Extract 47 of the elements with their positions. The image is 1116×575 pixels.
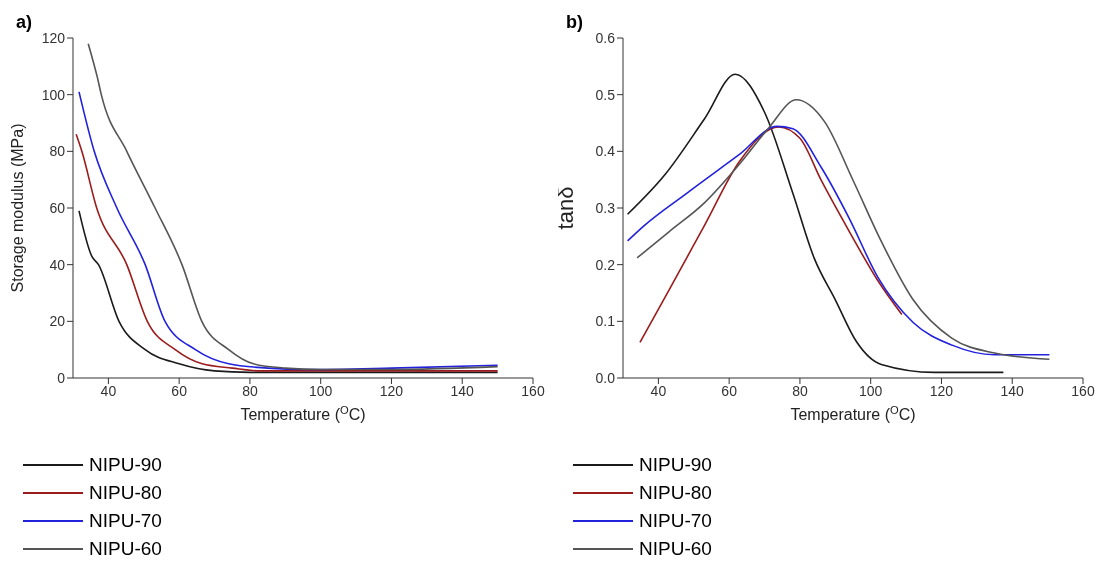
y-tick-label: 0.5	[595, 86, 616, 103]
line-series	[87, 42, 499, 371]
x-tick-label: 120	[379, 382, 404, 399]
y-tick-label: 0.3	[595, 199, 616, 216]
legend-label: NIPU-60	[639, 537, 712, 561]
y-tick-label: 100	[41, 86, 66, 103]
line-series	[75, 133, 499, 372]
chart-title: b)	[566, 12, 583, 33]
y-tick-label: 120	[41, 29, 66, 46]
y-tick-label: 0.2	[595, 256, 616, 273]
x-tick-label: 80	[242, 382, 258, 399]
x-tick-label: 40	[100, 382, 117, 399]
y-tick-label: 0.1	[595, 313, 616, 330]
y-tick-label: 0.4	[595, 143, 616, 160]
legend-label: NIPU-60	[89, 537, 162, 561]
x-axis-title: Temperature ($^{O}$C)	[240, 404, 366, 423]
x-tick-label: 40	[650, 382, 667, 399]
y-tick-label: 60	[49, 199, 66, 216]
legend-label: NIPU-80	[639, 481, 712, 505]
y-tick-label: 20	[49, 313, 66, 330]
legend-label: NIPU-70	[639, 509, 712, 533]
y-tick-label: 40	[49, 256, 66, 273]
y-tick-label: 0.0	[595, 369, 616, 386]
x-tick-label: 140	[450, 382, 475, 399]
legend-label: NIPU-70	[89, 509, 162, 533]
y-axis-title: Storage modulus (MPa)	[9, 123, 26, 293]
x-tick-label: 60	[721, 382, 738, 399]
line-series	[639, 126, 903, 344]
x-tick-label: 60	[171, 382, 188, 399]
legend-label: NIPU-90	[639, 453, 712, 477]
y-tick-label: 80	[49, 143, 66, 160]
legend-label: NIPU-80	[89, 481, 162, 505]
x-tick-label: 120	[929, 382, 954, 399]
x-tick-label: 80	[792, 382, 808, 399]
x-tick-label: 160	[521, 382, 545, 399]
y-tick-label: 0	[57, 369, 66, 386]
x-tick-label: 160	[1071, 382, 1095, 399]
line-series	[78, 210, 499, 374]
x-tick-label: 140	[1000, 382, 1025, 399]
y-tick-label: 0.6	[595, 29, 616, 46]
x-axis-title: Temperature ($^{O}$C)	[790, 404, 916, 423]
line-series	[78, 91, 499, 371]
line-series	[626, 73, 1005, 374]
legend-label: NIPU-90	[89, 453, 162, 477]
x-tick-label: 100	[859, 382, 883, 399]
x-tick-label: 100	[309, 382, 333, 399]
chart-title: a)	[16, 12, 33, 33]
